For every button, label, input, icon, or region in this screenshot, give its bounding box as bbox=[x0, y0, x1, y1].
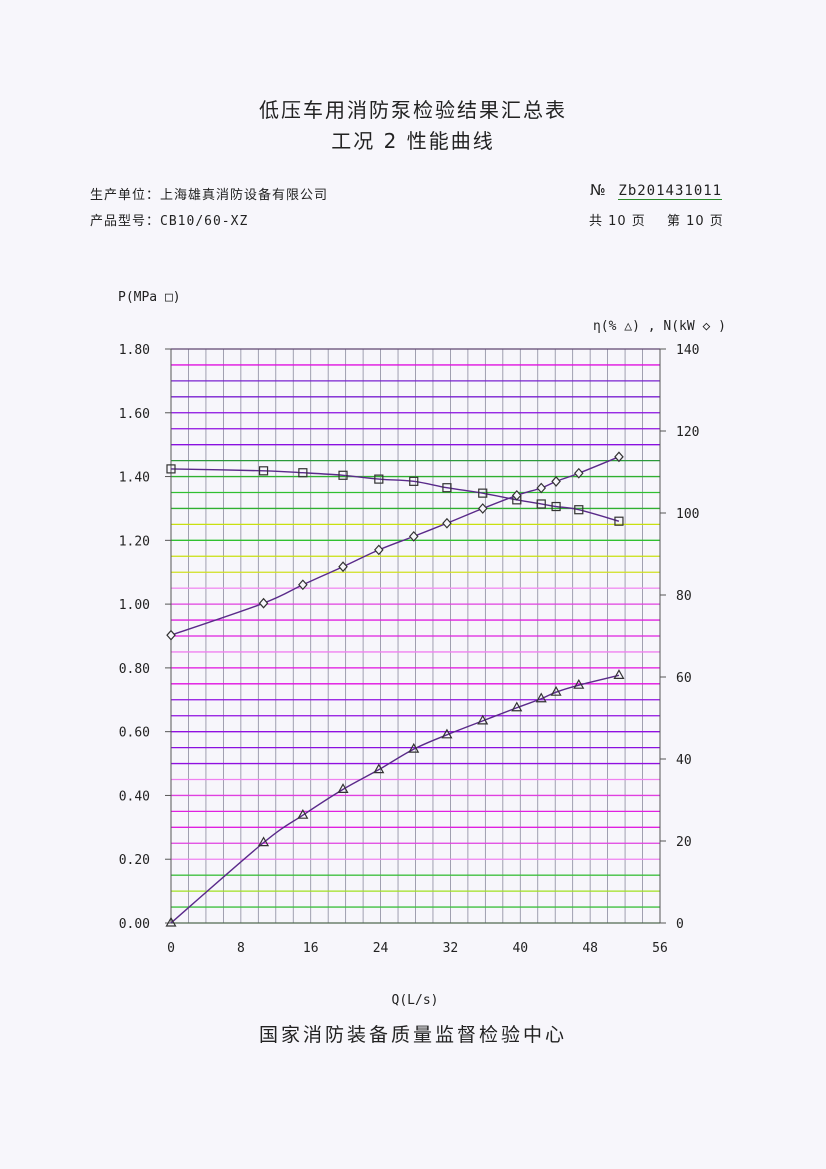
no-label: № bbox=[590, 181, 607, 199]
x-tick-label: 24 bbox=[373, 941, 389, 956]
manufacturer-row: 生产单位：上海雄真消防设备有限公司 bbox=[90, 184, 328, 203]
y-right-tick-label: 140 bbox=[676, 343, 699, 358]
x-tick-label: 40 bbox=[512, 941, 528, 956]
data-point-triangle bbox=[297, 808, 309, 819]
y-right-tick-label: 0 bbox=[676, 917, 684, 932]
y-left-tick-label: 1.80 bbox=[119, 343, 150, 358]
y-left-tick-label: 1.60 bbox=[119, 407, 150, 422]
data-point-diamond bbox=[551, 476, 561, 487]
series-line-P bbox=[170, 468, 620, 522]
page-number: 第 10 页 bbox=[666, 214, 724, 229]
data-point-square bbox=[442, 483, 452, 493]
y-left-tick-label: 0.80 bbox=[119, 662, 150, 677]
data-point-triangle bbox=[441, 728, 453, 739]
report-number: № Zb201431011 bbox=[590, 181, 723, 200]
data-point-diamond bbox=[614, 451, 624, 463]
series-line-η bbox=[170, 674, 620, 924]
data-point-diamond bbox=[338, 561, 348, 573]
x-tick-label: 16 bbox=[303, 941, 319, 956]
model: CB10/60-XZ bbox=[160, 214, 249, 229]
document-title: 低压车用消防泵检验结果汇总表 bbox=[259, 98, 567, 122]
x-tick-label: 56 bbox=[652, 941, 668, 956]
x-tick-label: 8 bbox=[237, 941, 245, 956]
data-point-diamond bbox=[573, 467, 584, 479]
no-value: Zb201431011 bbox=[618, 183, 723, 200]
x-axis-label: Q(L/s) bbox=[392, 993, 439, 1008]
y-left-tick-label: 0.60 bbox=[119, 726, 150, 741]
data-point-diamond bbox=[258, 597, 269, 609]
y-right-tick-label: 80 bbox=[676, 589, 692, 604]
y-right-tick-label: 40 bbox=[676, 753, 692, 768]
data-point-square bbox=[258, 466, 269, 476]
total-pages: 共 10 页 bbox=[589, 214, 646, 229]
y-left-tick-label: 1.20 bbox=[119, 534, 150, 549]
data-point-diamond bbox=[536, 482, 547, 494]
data-point-triangle bbox=[511, 701, 523, 712]
y-right-tick-label: 20 bbox=[676, 835, 692, 850]
model-row: 产品型号：CB10/60-XZ bbox=[90, 210, 248, 229]
x-tick-label: 32 bbox=[443, 941, 459, 956]
data-point-triangle bbox=[165, 916, 177, 927]
data-point-triangle bbox=[535, 692, 547, 703]
y-left-axis-label: P(MPa □) bbox=[118, 290, 181, 305]
manufacturer: 上海雄真消防设备有限公司 bbox=[160, 188, 329, 203]
data-point-square bbox=[551, 501, 561, 512]
data-point-square bbox=[298, 468, 308, 478]
data-point-diamond bbox=[298, 579, 308, 591]
data-point-diamond bbox=[166, 629, 176, 641]
manufacturer-label: 生产单位： bbox=[90, 188, 161, 203]
y-right-tick-label: 60 bbox=[676, 671, 692, 686]
data-point-square bbox=[478, 488, 488, 498]
y-left-tick-label: 0.20 bbox=[119, 853, 150, 868]
data-point-square bbox=[574, 505, 584, 515]
data-point-triangle bbox=[573, 678, 585, 689]
x-tick-label: 0 bbox=[167, 941, 175, 956]
data-point-square bbox=[338, 470, 348, 480]
data-point-square bbox=[166, 464, 176, 474]
data-point-triangle bbox=[408, 742, 420, 753]
footer-organization: 国家消防装备质量监督检验中心 bbox=[258, 1024, 567, 1046]
data-point-diamond bbox=[408, 530, 419, 542]
y-left-tick-label: 1.40 bbox=[119, 471, 150, 486]
x-tick-label: 48 bbox=[582, 941, 598, 956]
y-left-tick-label: 0.00 bbox=[119, 917, 150, 932]
data-point-diamond bbox=[442, 517, 452, 529]
data-point-diamond bbox=[477, 503, 488, 514]
data-point-diamond bbox=[511, 489, 522, 501]
data-point-square bbox=[614, 516, 624, 526]
data-point-triangle bbox=[373, 763, 385, 774]
data-point-triangle bbox=[477, 714, 489, 725]
y-left-tick-label: 1.00 bbox=[119, 598, 150, 613]
data-point-triangle bbox=[337, 783, 349, 793]
data-point-square bbox=[374, 474, 384, 484]
y-left-tick-label: 0.40 bbox=[119, 789, 150, 804]
data-point-diamond bbox=[374, 544, 384, 556]
series-line-N bbox=[170, 456, 620, 636]
page-info: 共 10 页 第 10 页 bbox=[589, 210, 724, 229]
model-label: 产品型号： bbox=[90, 214, 161, 229]
y-right-axis-label: η(% △) , N(kW ◇ ) bbox=[593, 319, 726, 334]
data-point-triangle bbox=[613, 669, 625, 679]
y-right-tick-label: 120 bbox=[676, 425, 699, 440]
data-point-square bbox=[536, 499, 546, 509]
y-right-tick-label: 100 bbox=[676, 507, 699, 522]
document-subtitle: 工况 2 性能曲线 bbox=[331, 129, 495, 153]
data-point-square bbox=[409, 476, 419, 486]
data-point-triangle bbox=[258, 836, 270, 847]
data-point-triangle bbox=[550, 685, 562, 696]
